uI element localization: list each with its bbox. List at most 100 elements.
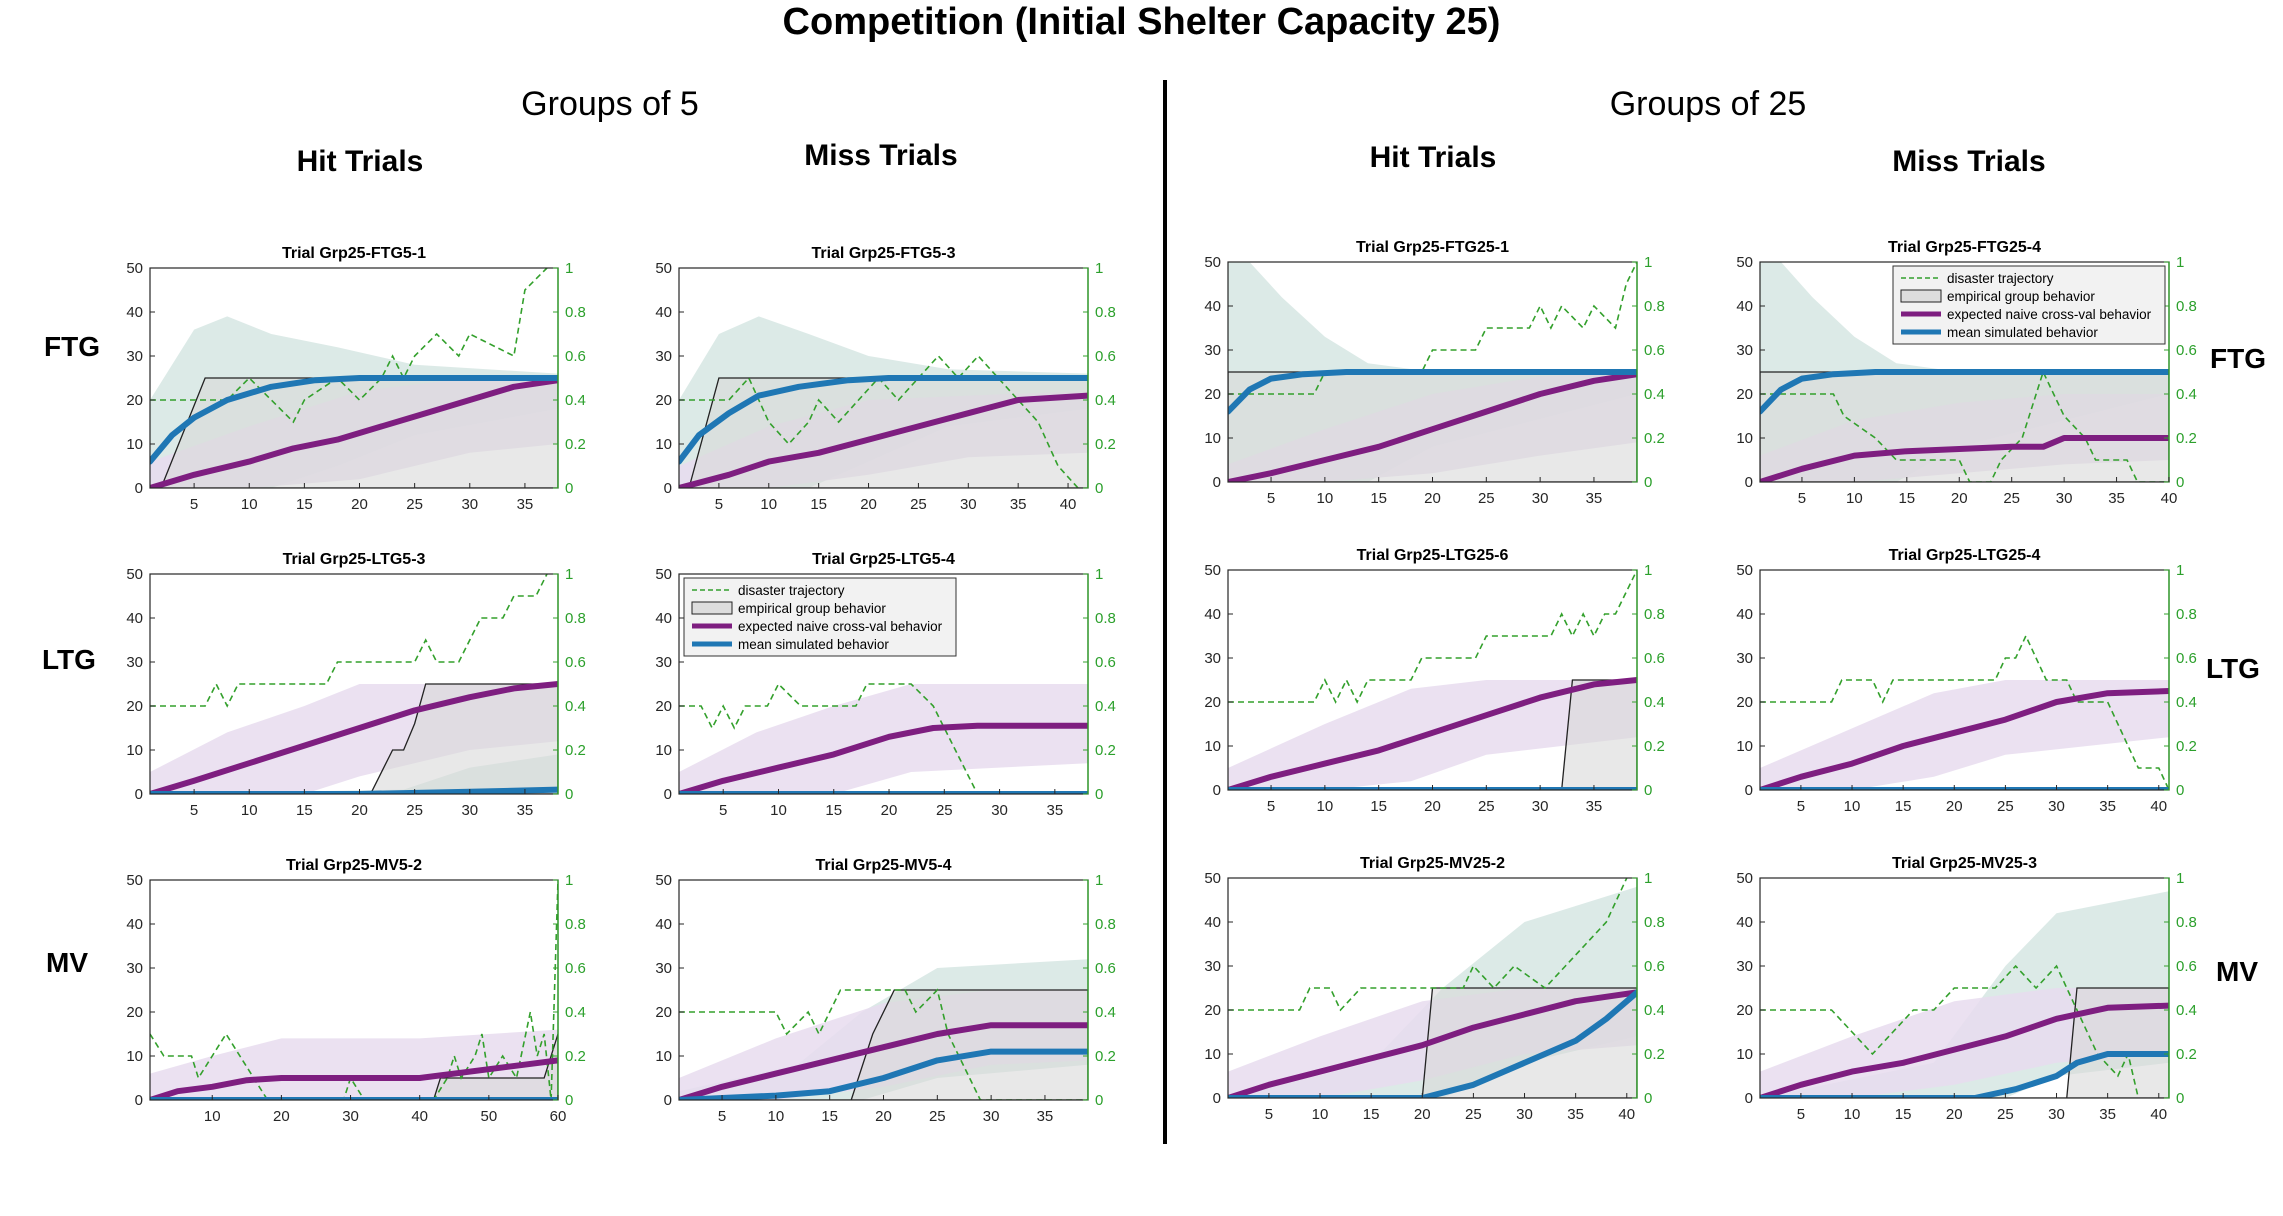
y2-tick-label: 0.8 bbox=[565, 916, 586, 933]
y2-tick-label: 0.4 bbox=[1644, 694, 1665, 711]
x-tick-label: 15 bbox=[1370, 798, 1387, 815]
y-tick-label: 30 bbox=[1736, 650, 1753, 667]
x-tick-label: 20 bbox=[860, 496, 877, 513]
plot-area bbox=[1228, 262, 1637, 482]
y-tick-label: 10 bbox=[1204, 430, 1221, 447]
y-tick-label: 0 bbox=[135, 1092, 143, 1109]
y-tick-label: 30 bbox=[1736, 958, 1753, 975]
y2-tick-label: 0 bbox=[1095, 1092, 1103, 1109]
y2-tick-label: 1 bbox=[1644, 562, 1652, 579]
x-tick-label: 25 bbox=[406, 496, 423, 513]
empirical-area bbox=[1228, 679, 1637, 790]
chart-title: Trial Grp25-LTG25-4 bbox=[1889, 547, 2041, 564]
y2-tick-label: 0.8 bbox=[565, 610, 586, 627]
y2-tick-label: 0.4 bbox=[565, 392, 586, 409]
x-tick-label: 10 bbox=[770, 802, 787, 819]
plot-area bbox=[1228, 570, 1637, 790]
legend-label: empirical group behavior bbox=[1947, 289, 2095, 304]
y2-tick-label: 1 bbox=[1095, 566, 1103, 583]
x-tick-label: 40 bbox=[1060, 496, 1077, 513]
y2-tick-label: 0.2 bbox=[2176, 738, 2197, 755]
y2-tick-label: 0.4 bbox=[565, 698, 586, 715]
plot-area bbox=[150, 574, 558, 794]
y2-tick-label: 0 bbox=[565, 786, 573, 803]
legend-label: disaster trajectory bbox=[1947, 271, 2054, 286]
y-tick-label: 0 bbox=[1213, 474, 1221, 491]
x-tick-label: 10 bbox=[241, 496, 258, 513]
x-tick-label: 35 bbox=[2099, 798, 2116, 815]
disaster-line bbox=[679, 988, 1088, 1100]
group-divider bbox=[1163, 80, 1167, 1144]
plot-area bbox=[679, 682, 1088, 794]
x-tick-label: 10 bbox=[1312, 1106, 1329, 1123]
y2-tick-label: 0.6 bbox=[1095, 654, 1116, 671]
y2-tick-label: 0.2 bbox=[1644, 1046, 1665, 1063]
y2-tick-label: 0.2 bbox=[1095, 742, 1116, 759]
x-tick-label: 25 bbox=[910, 496, 927, 513]
x-tick-label: 35 bbox=[1586, 490, 1603, 507]
y2-tick-label: 0.2 bbox=[565, 436, 586, 453]
x-tick-label: 30 bbox=[1532, 490, 1549, 507]
y-tick-label: 50 bbox=[655, 566, 672, 583]
chart-title: Trial Grp25-FTG25-4 bbox=[1888, 239, 2041, 256]
expected-line bbox=[1228, 989, 1637, 1098]
expected-line bbox=[1760, 1002, 2169, 1098]
y2-tick-label: 0.6 bbox=[565, 654, 586, 671]
legend-label: expected naive cross-val behavior bbox=[738, 619, 943, 634]
x-tick-label: 10 bbox=[760, 496, 777, 513]
y2-tick-label: 0 bbox=[1644, 1090, 1652, 1107]
x-tick-label: 35 bbox=[2099, 1106, 2116, 1123]
x-tick-label: 15 bbox=[1363, 1106, 1380, 1123]
x-tick-label: 10 bbox=[1844, 1106, 1861, 1123]
y-tick-label: 20 bbox=[1736, 386, 1753, 403]
chart-title: Trial Grp25-FTG5-3 bbox=[811, 245, 955, 262]
plot-area bbox=[1228, 878, 1637, 1098]
x-tick-label: 30 bbox=[960, 496, 977, 513]
row-label-mv-left: MV bbox=[46, 947, 88, 978]
x-tick-label: 10 bbox=[1317, 490, 1334, 507]
y2-tick-label: 0.6 bbox=[2176, 650, 2197, 667]
x-tick-label: 15 bbox=[296, 802, 313, 819]
y2-tick-label: 0.2 bbox=[1644, 430, 1665, 447]
y2-tick-label: 0 bbox=[1095, 786, 1103, 803]
y2-tick-label: 0.4 bbox=[2176, 1002, 2197, 1019]
x-tick-label: 15 bbox=[810, 496, 827, 513]
y-tick-label: 30 bbox=[655, 654, 672, 671]
disaster-line bbox=[150, 268, 548, 424]
y2-tick-label: 0.4 bbox=[1095, 698, 1116, 715]
y-tick-label: 20 bbox=[1736, 1002, 1753, 1019]
x-tick-label: 15 bbox=[821, 1108, 838, 1125]
x-tick-label: 20 bbox=[351, 496, 368, 513]
y-tick-label: 30 bbox=[655, 960, 672, 977]
expected-line bbox=[1760, 435, 2169, 482]
y2-tick-label: 0.8 bbox=[1644, 606, 1665, 623]
chart-title: Trial Grp25-MV5-2 bbox=[286, 857, 422, 874]
chart-title: Trial Grp25-MV5-4 bbox=[815, 857, 951, 874]
y2-tick-label: 0.6 bbox=[1095, 960, 1116, 977]
x-tick-label: 20 bbox=[1414, 1106, 1431, 1123]
x-tick-label: 5 bbox=[1265, 1106, 1273, 1123]
x-tick-label: 25 bbox=[1997, 1106, 2014, 1123]
column-heading-miss-5: Miss Trials bbox=[804, 139, 958, 172]
x-tick-label: 60 bbox=[550, 1108, 567, 1125]
legend: disaster trajectory empirical group behav… bbox=[683, 577, 957, 657]
x-tick-label: 30 bbox=[461, 496, 478, 513]
y-tick-label: 20 bbox=[126, 1004, 143, 1021]
row-label-ltg-right: LTG bbox=[2206, 653, 2260, 684]
legend-label: mean simulated behavior bbox=[738, 637, 889, 652]
y-tick-label: 30 bbox=[1204, 650, 1221, 667]
expected-line bbox=[1760, 688, 2169, 790]
y2-tick-label: 0.8 bbox=[1644, 914, 1665, 931]
y2-tick-label: 1 bbox=[565, 260, 573, 277]
x-tick-label: 5 bbox=[719, 802, 727, 819]
y2-tick-label: 0.2 bbox=[565, 1048, 586, 1065]
y-tick-label: 50 bbox=[1736, 562, 1753, 579]
x-tick-label: 25 bbox=[1997, 798, 2014, 815]
plot-area bbox=[150, 880, 558, 1100]
y-tick-label: 50 bbox=[1736, 870, 1753, 887]
legend-label: empirical group behavior bbox=[738, 601, 886, 616]
